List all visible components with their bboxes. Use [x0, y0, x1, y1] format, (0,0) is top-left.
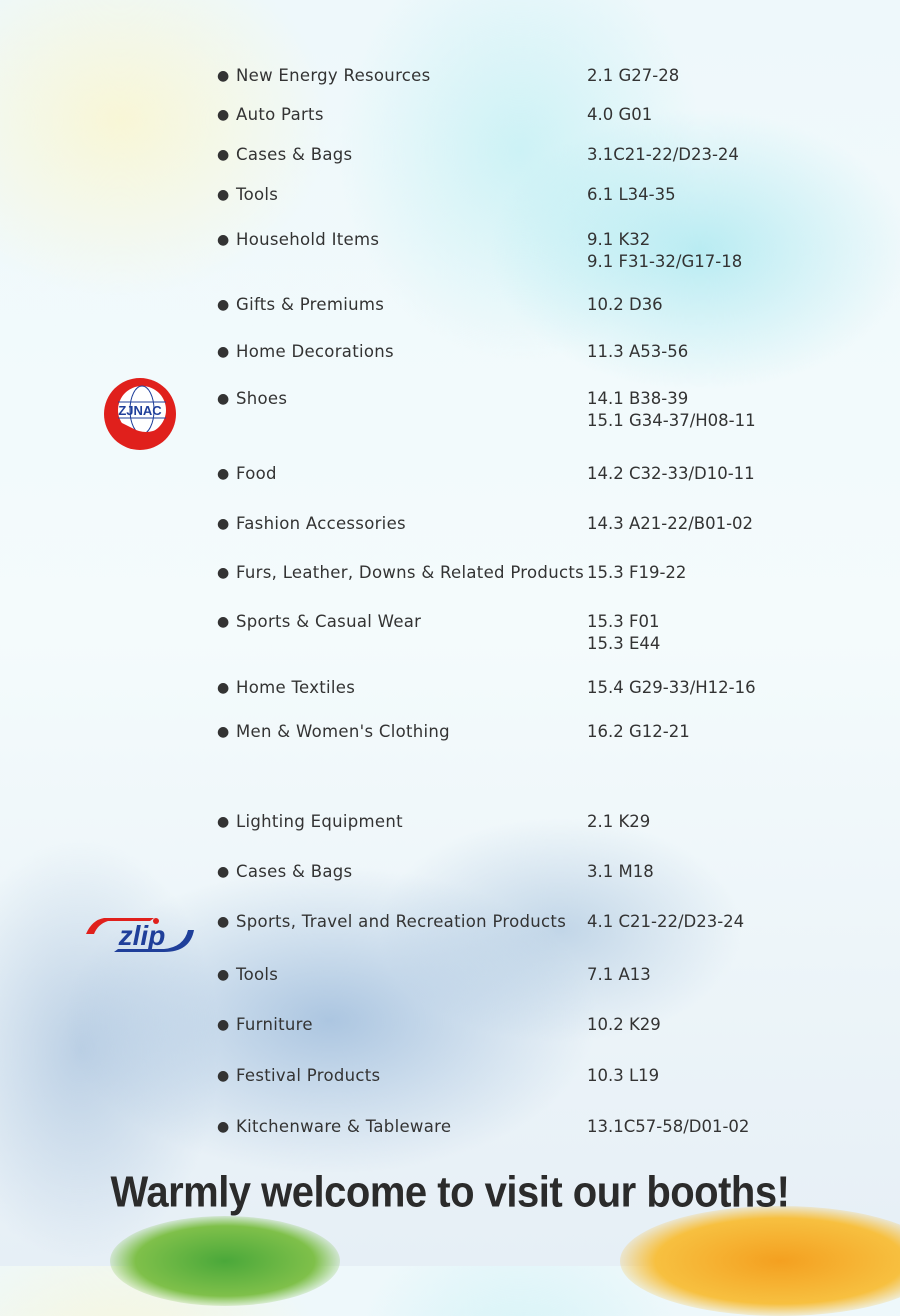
booth-number: 15.3 F19-22: [587, 563, 687, 582]
category-name: Furniture: [236, 1015, 313, 1034]
bullet-icon: ●: [217, 232, 230, 248]
booth-number: 10.2 K29: [587, 1015, 661, 1034]
bullet-icon: ●: [217, 297, 230, 313]
bullet-icon: ●: [217, 724, 230, 740]
svg-text:zlip: zlip: [118, 920, 166, 951]
booth-number: 9.1 K32: [587, 230, 651, 249]
booth-number: 14.3 A21-22/B01-02: [587, 514, 754, 533]
booth-number: 15.3 F01: [587, 612, 660, 631]
booth-number: 11.3 A53-56: [587, 342, 689, 361]
booth-number: 2.1 G27-28: [587, 66, 680, 85]
booth-number: 15.1 G34-37/H08-11: [587, 411, 756, 430]
booth-number: 4.0 G01: [587, 105, 653, 124]
booth-number: 15.4 G29-33/H12-16: [587, 678, 756, 697]
bullet-icon: ●: [217, 68, 230, 84]
category-name: Auto Parts: [236, 105, 324, 124]
booth-number: 4.1 C21-22/D23-24: [587, 912, 745, 931]
bullet-icon: ●: [217, 391, 230, 407]
category-name: Cases & Bags: [236, 862, 353, 881]
booth-number: 9.1 F31-32/G17-18: [587, 252, 743, 271]
booth-number: 13.1C57-58/D01-02: [587, 1117, 750, 1136]
green-paint-splash: [110, 1216, 340, 1306]
bullet-icon: ●: [217, 814, 230, 830]
booth-number: 2.1 K29: [587, 812, 651, 831]
zlip-logo: zlip: [86, 918, 194, 952]
bullet-icon: ●: [217, 680, 230, 696]
svg-text:ZJNAC: ZJNAC: [118, 403, 162, 418]
zjnac-logo: ZJNAC: [104, 378, 176, 450]
booth-number: 6.1 L34-35: [587, 185, 676, 204]
category-name: Cases & Bags: [236, 145, 353, 164]
bullet-icon: ●: [217, 147, 230, 163]
booth-number: 15.3 E44: [587, 634, 661, 653]
bullet-icon: ●: [217, 516, 230, 532]
booth-number: 3.1 M18: [587, 862, 654, 881]
booth-number: 14.2 C32-33/D10-11: [587, 464, 755, 483]
category-name: Kitchenware & Tableware: [236, 1117, 452, 1136]
bullet-icon: ●: [217, 344, 230, 360]
category-name: Gifts & Premiums: [236, 295, 385, 314]
category-name: Lighting Equipment: [236, 812, 403, 831]
bullet-icon: ●: [217, 967, 230, 983]
booth-number: 10.2 D36: [587, 295, 663, 314]
bullet-icon: ●: [217, 187, 230, 203]
category-name: Sports & Casual Wear: [236, 612, 422, 631]
bullet-icon: ●: [217, 1017, 230, 1033]
bullet-icon: ●: [217, 1068, 230, 1084]
bullet-icon: ●: [217, 614, 230, 630]
category-name: Home Decorations: [236, 342, 394, 361]
bullet-icon: ●: [217, 914, 230, 930]
category-name: Sports, Travel and Recreation Products: [236, 912, 567, 931]
bullet-icon: ●: [217, 107, 230, 123]
welcome-headline: Warmly welcome to visit our booths!: [110, 1167, 790, 1217]
booth-number: 3.1C21-22/D23-24: [587, 145, 739, 164]
category-name: Tools: [236, 965, 279, 984]
booth-number: 16.2 G12-21: [587, 722, 690, 741]
category-name: Household Items: [236, 230, 380, 249]
category-name: New Energy Resources: [236, 66, 431, 85]
category-name: Tools: [236, 185, 279, 204]
booth-number: 14.1 B38-39: [587, 389, 689, 408]
category-name: Shoes: [236, 389, 288, 408]
booth-number: 7.1 A13: [587, 965, 651, 984]
bullet-icon: ●: [217, 565, 230, 581]
bullet-icon: ●: [217, 1119, 230, 1135]
category-name: Furs, Leather, Downs & Related Products: [236, 563, 584, 582]
category-name: Home Textiles: [236, 678, 356, 697]
category-name: Men & Women's Clothing: [236, 722, 450, 741]
orange-paint-splash: [620, 1206, 900, 1316]
bullet-icon: ●: [217, 864, 230, 880]
category-name: Food: [236, 464, 277, 483]
category-name: Fashion Accessories: [236, 514, 406, 533]
bullet-icon: ●: [217, 466, 230, 482]
category-name: Festival Products: [236, 1066, 381, 1085]
booth-number: 10.3 L19: [587, 1066, 660, 1085]
